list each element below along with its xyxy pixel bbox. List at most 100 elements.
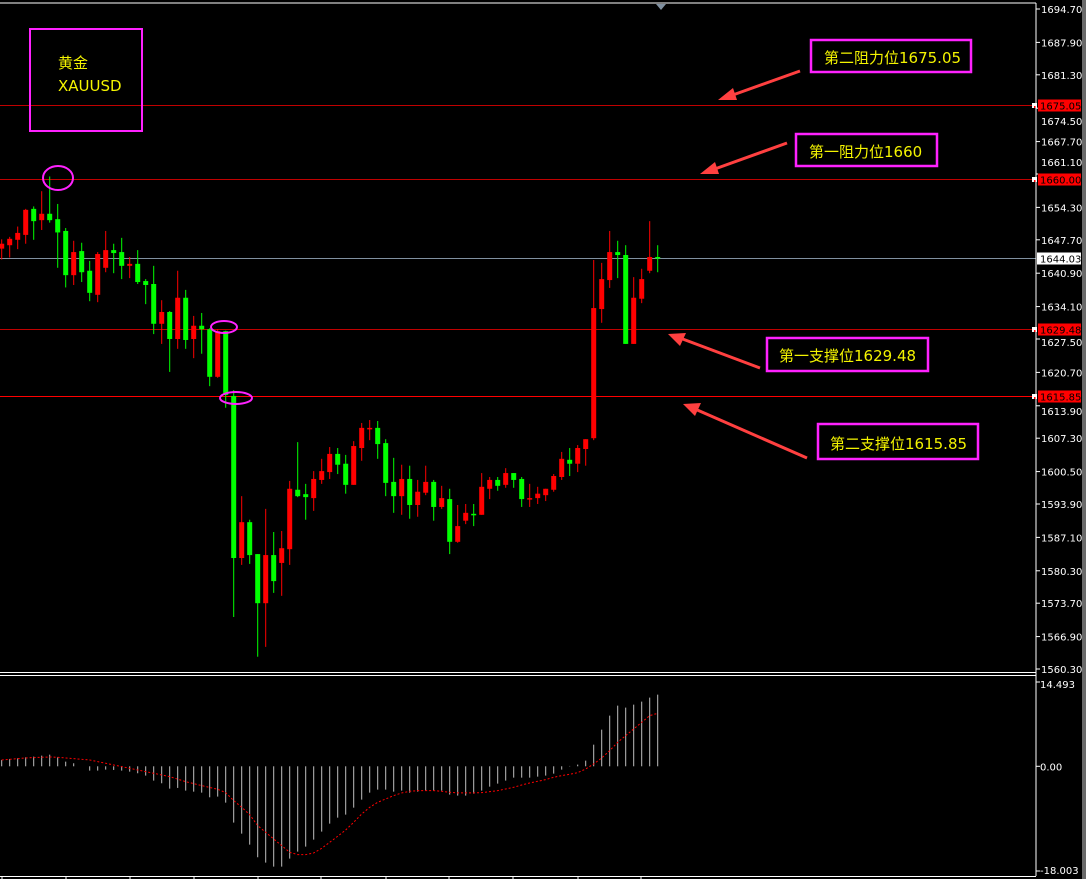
candle-body — [623, 255, 629, 344]
level-price-tag-label: 1660.00 — [1040, 176, 1081, 187]
candle-up — [367, 420, 373, 441]
candle-down — [31, 206, 37, 240]
candle-down — [391, 457, 397, 513]
level-marker — [1032, 394, 1037, 399]
candle-down — [431, 479, 437, 521]
candle-body — [175, 297, 181, 339]
candle-down — [447, 488, 453, 555]
candle-up — [559, 451, 565, 480]
candle-up — [583, 439, 589, 466]
candle-body — [199, 325, 205, 330]
candle-up — [239, 496, 245, 565]
candle-body — [87, 270, 93, 293]
annotation-support-1: 第一支撑位1629.48 — [668, 333, 930, 373]
candle-up — [535, 486, 541, 504]
candle-body — [511, 473, 517, 480]
candle-body — [271, 555, 277, 582]
y-tick-label: 1566.90 — [1041, 633, 1082, 644]
level-marker — [1032, 177, 1037, 182]
candle-body — [527, 498, 533, 500]
candle-up — [487, 476, 493, 500]
candle-body — [479, 486, 485, 515]
candle-body — [223, 331, 229, 395]
candle-up — [351, 441, 357, 485]
highlight-circle — [210, 320, 238, 334]
candle-down — [495, 476, 501, 491]
y-tick-label: 1613.90 — [1041, 407, 1082, 418]
candle-body — [247, 522, 253, 556]
arrow-icon — [683, 403, 808, 460]
candle-body — [335, 453, 341, 465]
y-tick-label: 1573.70 — [1041, 599, 1082, 610]
candle-body — [191, 325, 197, 339]
candle-up — [71, 240, 77, 285]
candle-body — [591, 308, 597, 439]
candle-up — [263, 508, 269, 647]
candle-body — [135, 263, 141, 283]
candle-body — [167, 311, 173, 339]
candle-down — [375, 421, 381, 459]
candle-up — [599, 262, 605, 323]
candle-body — [111, 250, 117, 254]
candle-body — [615, 252, 621, 256]
macd-signal-line — [1, 712, 658, 856]
y-tick-label: 1654.30 — [1041, 203, 1082, 214]
arrow-icon — [668, 333, 761, 370]
candle-body — [543, 488, 549, 496]
level-marker-dot — [1034, 330, 1036, 332]
candle-body — [447, 499, 453, 542]
candle-body — [575, 448, 581, 464]
candle-body — [263, 555, 269, 604]
symbol-code: XAUUSD — [58, 77, 122, 95]
candle-up — [159, 300, 165, 344]
annotation-box — [765, 336, 930, 373]
candle-body — [607, 252, 613, 281]
y-tick-label: 1661.10 — [1041, 158, 1082, 169]
level-marker-dot — [1034, 106, 1036, 108]
candle-up — [215, 329, 221, 378]
candle-body — [351, 446, 357, 485]
candle-body — [559, 458, 565, 477]
candle-up — [399, 464, 405, 515]
candle-down — [567, 448, 573, 477]
macd-tick-label: -18.003 — [1040, 866, 1079, 877]
candle-body — [151, 284, 157, 324]
candle-body — [159, 311, 165, 324]
annotation-text: 第一支撑位1629.48 — [779, 347, 916, 365]
level-marker-dot — [1034, 397, 1036, 399]
candle-up — [23, 208, 29, 244]
candle-up — [639, 268, 645, 304]
candle-up — [0, 239, 5, 260]
candle-down — [119, 237, 125, 280]
candle-body — [327, 453, 333, 473]
candle-up — [503, 468, 509, 488]
candle-down — [471, 504, 477, 527]
candle-body — [23, 209, 29, 235]
symbol-box: 黄金 XAUUSD — [29, 28, 143, 132]
candle-body — [463, 512, 469, 521]
annotation-text: 第一阻力位1660 — [809, 143, 922, 161]
candle-body — [471, 513, 477, 516]
candle-up — [175, 270, 181, 349]
symbol-name: 黄金 — [58, 54, 88, 72]
candle-up — [551, 474, 557, 492]
annotation-resistance-1: 第一阻力位1660 — [700, 132, 939, 174]
candle-down — [135, 250, 141, 284]
y-tick-label: 1607.30 — [1041, 434, 1082, 445]
candle-body — [0, 243, 5, 249]
candle-body — [119, 252, 125, 266]
candle-up — [359, 422, 365, 461]
macd-tick-label: 0.00 — [1040, 762, 1062, 773]
candle-down — [383, 439, 389, 497]
candle-body — [487, 479, 493, 489]
candle-up — [95, 252, 101, 303]
shift-marker-icon[interactable] — [656, 4, 666, 10]
candle-up — [647, 221, 653, 274]
candle-up — [103, 230, 109, 273]
candle-up — [575, 445, 581, 473]
y-tick-label: 1627.50 — [1041, 338, 1082, 349]
candle-down — [615, 240, 621, 279]
candle-body — [7, 238, 13, 246]
candle-body — [439, 498, 445, 507]
